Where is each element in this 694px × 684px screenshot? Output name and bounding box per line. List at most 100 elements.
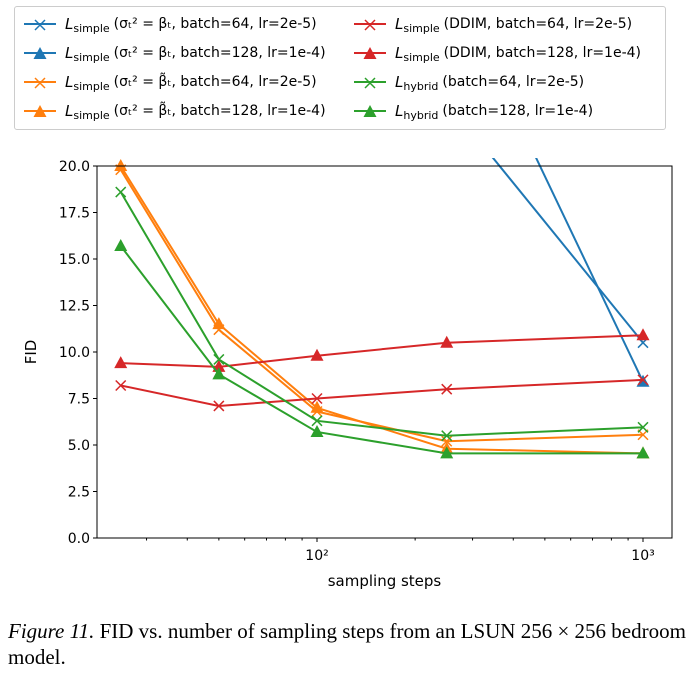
legend-marker-icon — [354, 105, 386, 117]
legend-label-sub: hybrid — [403, 108, 439, 122]
legend-marker — [34, 77, 46, 89]
legend-label-sub: simple — [403, 50, 440, 64]
series-1 — [535, 158, 650, 387]
data-point — [115, 186, 127, 198]
legend-label-main: L — [395, 73, 404, 91]
legend-label-main: L — [395, 102, 404, 120]
y-tick-label: 12.5 — [59, 299, 90, 315]
series-line — [535, 158, 644, 383]
legend-label-rest: (σₜ² = β̃ₜ, batch=64, lr=2e-5) — [113, 74, 317, 90]
x-tick-label: 10³ — [631, 548, 654, 564]
data-point — [637, 374, 649, 386]
data-point — [636, 446, 650, 459]
legend-marker — [364, 19, 376, 31]
series-line — [119, 191, 644, 437]
data-point — [441, 383, 453, 395]
y-tick-label: 10.0 — [59, 345, 90, 361]
legend-marker — [33, 105, 47, 117]
data-point — [441, 430, 453, 442]
legend-label-main: L — [65, 102, 74, 120]
y-tick-label: 20.0 — [59, 159, 90, 175]
series-line — [491, 158, 644, 344]
data-point — [310, 348, 324, 361]
data-point — [311, 392, 323, 405]
data-point — [114, 238, 128, 251]
plot-area — [114, 96, 650, 459]
series-line — [120, 334, 644, 368]
legend-marker-icon — [24, 19, 56, 31]
legend-label-rest: (batch=64, lr=2e-5) — [442, 74, 585, 90]
legend-label-main: L — [395, 15, 404, 33]
x-axis-label: sampling steps — [328, 572, 442, 590]
series-line — [119, 169, 644, 443]
series-6 — [115, 186, 649, 442]
series-0 — [442, 96, 649, 349]
figure-caption: Figure 11. FID vs. number of sampling st… — [8, 618, 688, 670]
y-tick-label: 2.5 — [68, 485, 90, 501]
series-2 — [115, 164, 649, 447]
legend-marker — [363, 47, 377, 59]
legend-label-sub: simple — [73, 79, 110, 93]
series-5 — [114, 328, 650, 372]
data-point — [114, 356, 128, 369]
data-point — [440, 335, 454, 348]
legend-label-rest: (σₜ² = βₜ, batch=128, lr=1e-4) — [113, 45, 326, 61]
legend-label-sub: simple — [403, 21, 440, 35]
data-point — [310, 400, 324, 413]
legend-marker — [364, 77, 376, 89]
data-point — [440, 446, 454, 459]
legend-label-sub: simple — [73, 50, 110, 64]
chart: 0.0 2.5 5.0 7.5 10.0 12.5 15.0 17.5 20.0 10² 10³ sa… — [22, 96, 673, 590]
data-point — [114, 159, 128, 171]
legend-label-main: L — [65, 15, 74, 33]
legend-label-main: L — [395, 44, 404, 62]
y-tick-label: 17.5 — [59, 206, 90, 222]
data-point — [212, 367, 226, 380]
legend-label-rest: (σₜ² = βₜ, batch=64, lr=2e-5) — [113, 16, 317, 32]
data-point — [442, 96, 452, 106]
data-point — [310, 424, 324, 437]
series-4 — [115, 374, 649, 412]
data-point — [441, 435, 453, 447]
legend-label-main: L — [65, 73, 74, 91]
legend-marker — [33, 47, 47, 59]
legend-label-sub: hybrid — [403, 79, 439, 93]
legend-marker-icon — [24, 105, 56, 117]
legend-label-rest: (DDIM, batch=128, lr=1e-4) — [443, 45, 641, 61]
data-point — [213, 400, 225, 412]
legend-label-rest: (σₜ² = β̃ₜ, batch=128, lr=1e-4) — [113, 103, 326, 119]
plot-frame — [96, 165, 673, 539]
caption-label: Figure 11. — [8, 619, 95, 643]
data-point — [212, 317, 226, 330]
y-tick-label: 7.5 — [68, 392, 90, 408]
y-axis-label: FID — [22, 340, 40, 365]
legend-marker-icon — [24, 47, 56, 59]
x-tick-label: 10² — [305, 548, 328, 564]
legend-marker — [34, 19, 46, 31]
legend-label-main: L — [65, 44, 74, 62]
y-tick-label: 5.0 — [68, 438, 90, 454]
data-point — [213, 353, 225, 365]
series-7 — [114, 238, 650, 459]
legend-marker-icon — [24, 77, 56, 89]
y-tick-label: 15.0 — [59, 252, 90, 268]
y-tick-label: 0.0 — [68, 531, 90, 547]
series-line — [120, 378, 644, 407]
data-point — [636, 328, 650, 341]
series-line — [119, 165, 644, 455]
data-point — [115, 379, 127, 392]
legend-label-rest: (DDIM, batch=64, lr=2e-5) — [443, 16, 633, 32]
legend-marker-icon — [354, 77, 386, 89]
legend-label-sub: simple — [73, 108, 110, 122]
legend-label-sub: simple — [73, 21, 110, 35]
legend-marker-icon — [354, 19, 386, 31]
data-point — [311, 415, 323, 427]
